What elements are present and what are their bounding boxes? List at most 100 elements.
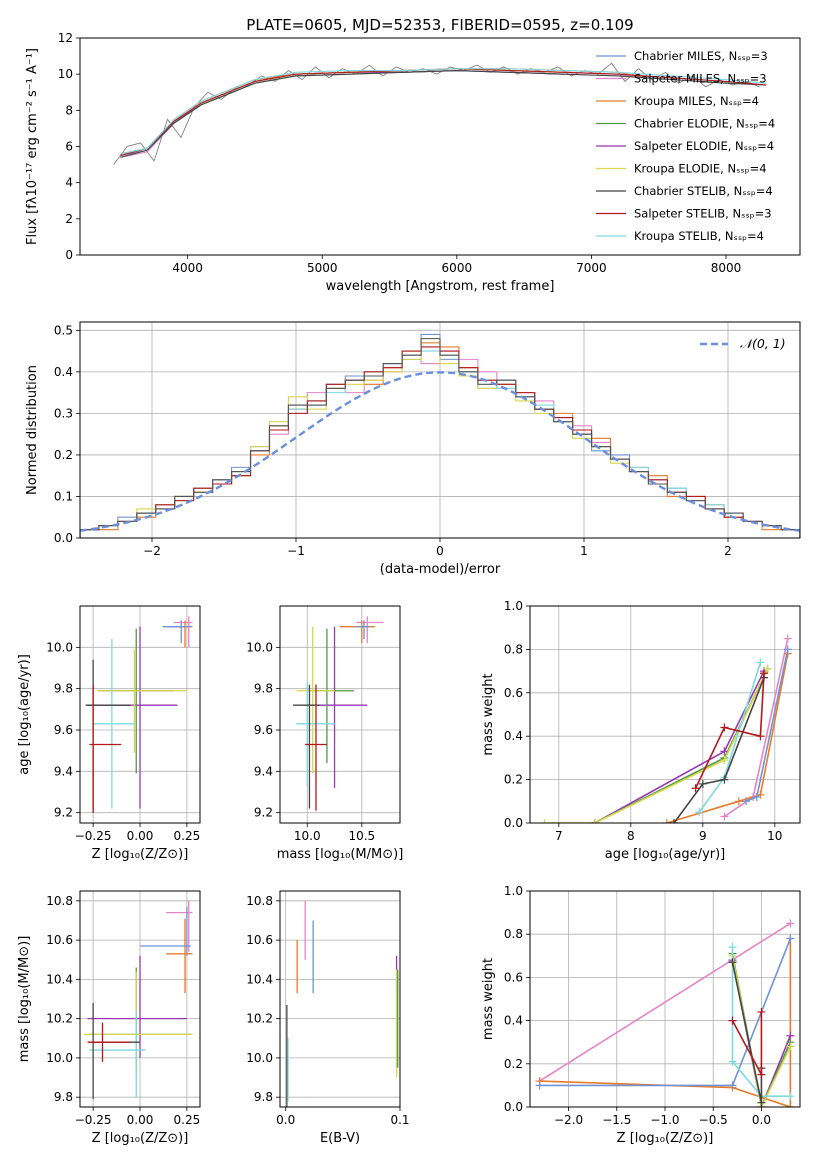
panel-residuals: −2 −1 0 1 2 0.0 0.1 0.2 0.3 0.4 0.5 𝒩(0, 1) (data-mo… xyxy=(25,321,801,577)
x-tick-label: 0.0 xyxy=(276,1113,295,1127)
legend-label: 𝒩(0, 1) xyxy=(740,336,786,351)
y-tick-label: 9.8 xyxy=(54,1090,73,1104)
y-tick-label: 9.2 xyxy=(54,806,73,820)
x-axis-label: (data-model)/error xyxy=(380,562,501,577)
x-tick-label: 10 xyxy=(767,829,782,843)
y-axis-label: mass weight xyxy=(481,958,496,1040)
errorbar-point xyxy=(87,955,187,1058)
model-spectrum-line xyxy=(120,68,767,157)
weight-marker xyxy=(720,775,729,784)
axes-frame xyxy=(529,605,801,824)
y-tick-label: 10.0 xyxy=(46,640,73,654)
x-tick-label: −2 xyxy=(143,544,161,558)
x-tick-label: 7000 xyxy=(576,261,607,275)
x-tick-label: 0 xyxy=(436,544,444,558)
model-spectrum-line xyxy=(120,69,767,158)
y-tick-label: 0 xyxy=(65,248,73,262)
weight-marker xyxy=(728,1081,737,1090)
model-spectrum-line xyxy=(120,68,646,155)
weight-marker xyxy=(728,958,737,967)
weight-marker xyxy=(786,1042,795,1051)
x-tick-label: 8000 xyxy=(711,261,742,275)
y-tick-label: 6 xyxy=(65,140,73,154)
y-tick-label: 0.4 xyxy=(54,365,73,379)
x-tick-label: 0.1 xyxy=(390,1113,409,1127)
weight-marker xyxy=(757,1098,766,1107)
y-tick-label: 9.6 xyxy=(254,723,273,737)
weight-marker xyxy=(757,1070,766,1079)
y-tick-label: 9.4 xyxy=(54,764,73,778)
weight-marker xyxy=(763,664,772,673)
plot-area xyxy=(540,634,792,823)
y-tick-label: 10.4 xyxy=(46,972,73,986)
errorbar-point xyxy=(85,659,131,813)
model-spectrum-line xyxy=(173,69,565,124)
y-tick-label: 9.8 xyxy=(254,682,273,696)
errorbar-point xyxy=(340,620,375,644)
y-tick-label: 0.2 xyxy=(504,1057,523,1071)
legend-label: Chabrier ELODIE, Nₛₛₚ=4 xyxy=(634,117,775,131)
x-tick-label: 9 xyxy=(699,829,707,843)
x-tick-label: −1.0 xyxy=(650,1113,679,1127)
x-tick-label: 10.0 xyxy=(294,829,321,843)
weight-marker xyxy=(783,645,792,654)
weight-line xyxy=(694,673,765,789)
y-tick-label: 1.0 xyxy=(504,884,523,898)
x-axis-label: Z [log₁₀(Z/Z⊙)] xyxy=(92,1131,189,1146)
axes-frame xyxy=(79,605,201,824)
y-tick-label: 10.2 xyxy=(246,1012,273,1026)
weight-line xyxy=(539,922,791,1082)
x-axis-label: E(B-V) xyxy=(320,1131,360,1146)
y-axis-label: mass [log₁₀(M/M⊙)] xyxy=(17,936,32,1063)
weight-line xyxy=(731,947,791,1097)
panel-mass-vs-Z: −0.25 0.00 0.25 9.8 10.0 10.2 10.4 10.6 10.8 Z [l… xyxy=(17,890,201,1146)
y-axis-label: Normed distribution xyxy=(25,365,40,495)
y-tick-label: 0.4 xyxy=(504,1014,523,1028)
model-spectrum-line xyxy=(173,69,565,124)
plot-area xyxy=(113,62,767,165)
panel-mass-vs-ebv: 0.0 0.1 9.8 10.0 10.2 10.4 10.6 10.8 E(B-V) xyxy=(246,890,410,1146)
weight-marker xyxy=(742,797,750,806)
weight-marker xyxy=(590,819,599,823)
y-tick-label: 10.6 xyxy=(246,933,273,947)
errorbar-point xyxy=(96,649,187,753)
y-tick-label: 1.0 xyxy=(504,599,523,613)
histogram-step xyxy=(80,338,800,538)
model-spectrum-line xyxy=(120,68,646,157)
x-tick-label: 5000 xyxy=(307,261,338,275)
x-tick-label: −0.25 xyxy=(75,1113,112,1127)
y-tick-label: 12 xyxy=(58,31,73,45)
y-tick-label: 10.0 xyxy=(46,1051,73,1065)
x-tick-label: −0.25 xyxy=(75,829,112,843)
plot-area xyxy=(293,616,384,811)
errorbar-point xyxy=(89,1002,140,1100)
legend-label: Chabrier STELIB, Nₛₛₚ=4 xyxy=(634,184,773,198)
figure-title: PLATE=0605, MJD=52353, FIBERID=0595, z=0… xyxy=(246,16,633,34)
axes-frame xyxy=(79,321,801,539)
y-tick-label: 0.8 xyxy=(504,642,523,656)
errorbar-point xyxy=(355,620,370,640)
x-tick-label: −1 xyxy=(287,544,305,558)
errorbar-point xyxy=(310,628,355,764)
weight-marker xyxy=(540,819,549,823)
errorbar-point xyxy=(166,918,193,994)
weight-marker xyxy=(728,1057,737,1066)
y-tick-label: 0.2 xyxy=(504,773,523,787)
weight-marker xyxy=(783,634,792,643)
y-tick-label: 0.6 xyxy=(504,970,523,984)
y-tick-label: 10.6 xyxy=(46,933,73,947)
weight-marker xyxy=(756,658,765,667)
legend-label: Salpeter MILES, Nₛₛₚ=3 xyxy=(634,72,767,86)
legend: Chabrier MILES, Nₛₛₚ=3 Salpeter MILES, Nₛ… xyxy=(596,49,775,243)
legend-label: Salpeter STELIB, Nₛₛₚ=3 xyxy=(634,207,772,221)
y-tick-label: 10.4 xyxy=(246,972,273,986)
weight-marker xyxy=(720,812,729,821)
weight-marker xyxy=(760,669,768,678)
panel-age-vs-mass: 10.0 10.5 9.2 9.4 9.6 9.8 10.0 mass [log₁₀(M/M⊙… xyxy=(246,605,403,862)
axes-frame xyxy=(79,890,201,1108)
errorbar-point xyxy=(173,616,193,648)
errorbar-point xyxy=(318,626,368,788)
errorbar-point xyxy=(162,620,191,644)
x-tick-label: 4000 xyxy=(172,261,203,275)
x-axis-label: wavelength [Angstrom, rest frame] xyxy=(326,279,555,294)
